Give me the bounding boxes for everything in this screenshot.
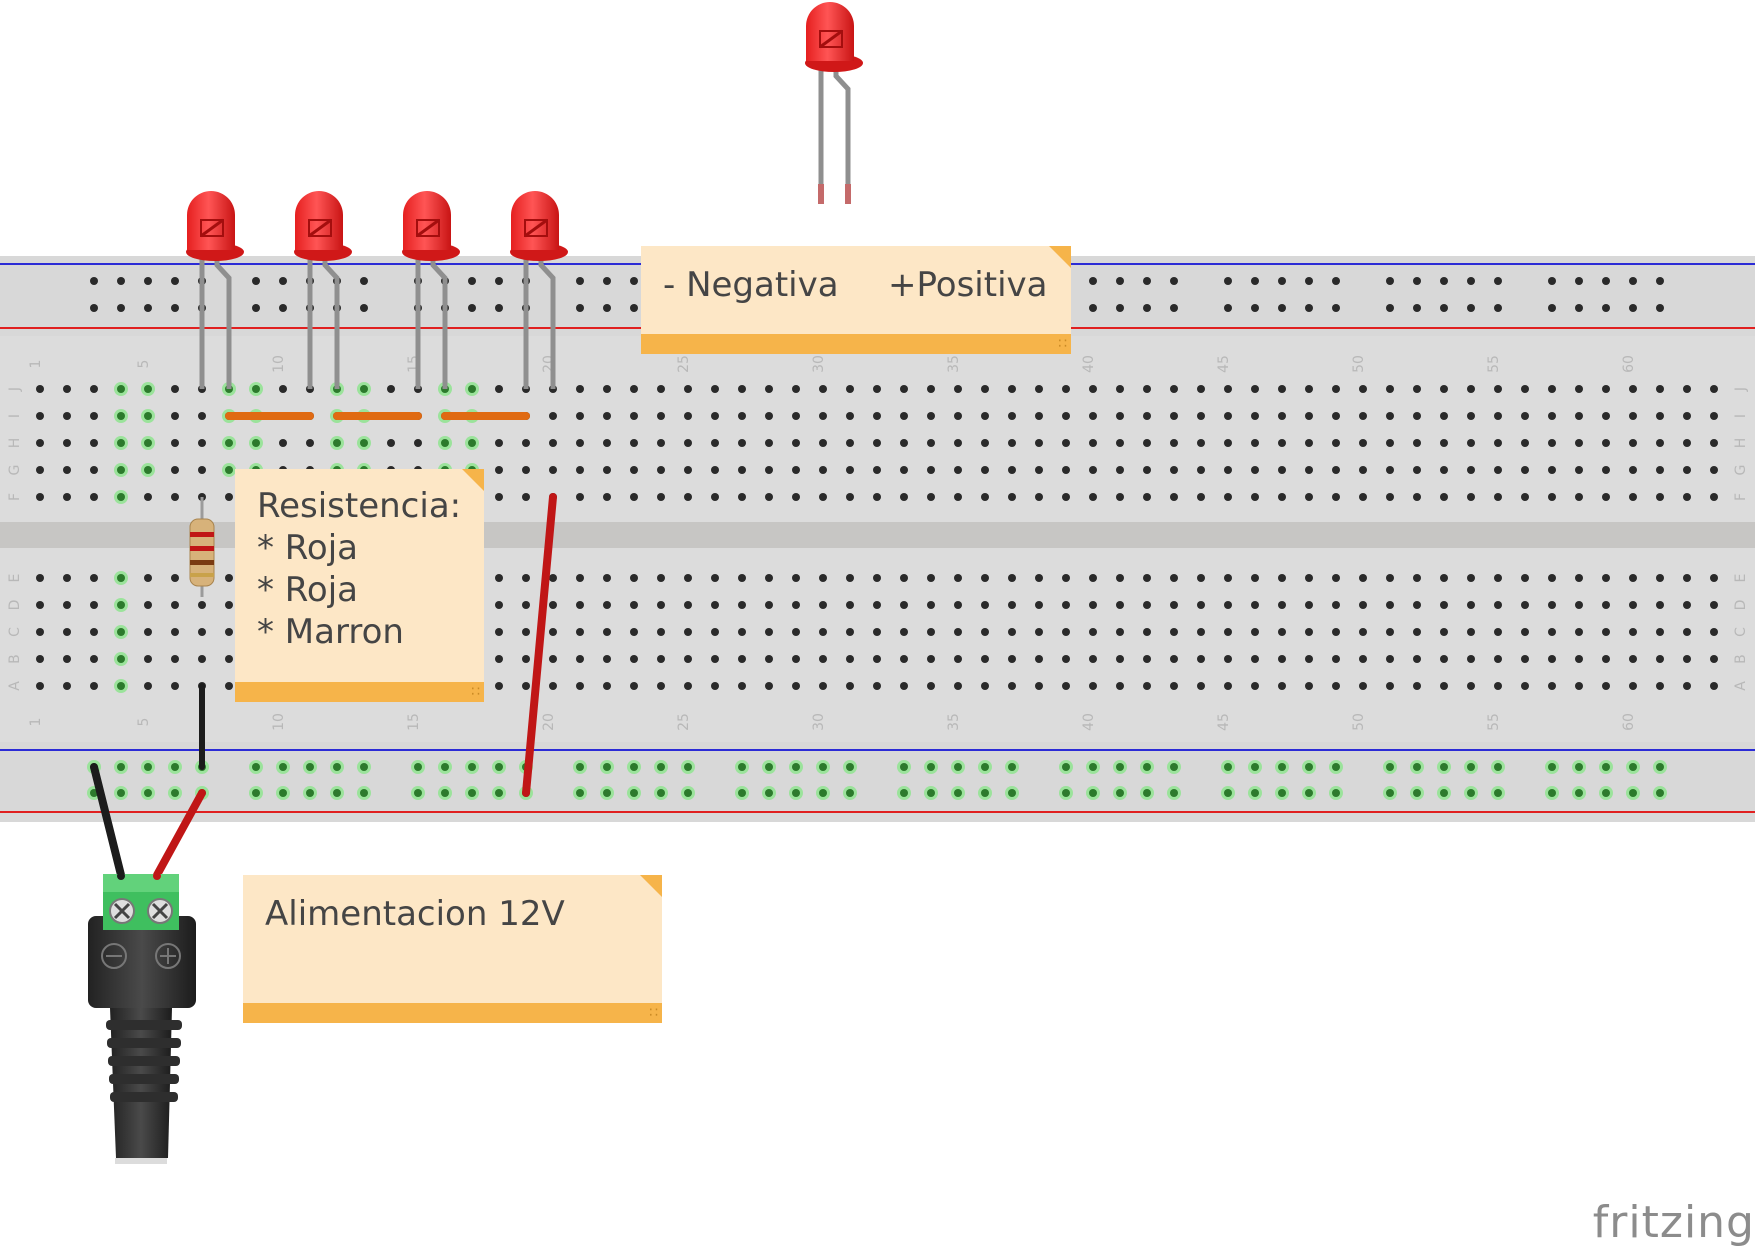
resistor-band-red-2 [190,546,214,551]
leds [186,2,863,389]
row-letter: F [1733,493,1749,501]
power-note: Alimentacion 12V [243,875,662,1023]
note-footer [641,334,1071,354]
row-letter: B [1733,654,1749,664]
row-letter: F [7,493,23,501]
column-number: 40 [1081,355,1097,373]
power-label: Alimentacion 12V [265,894,565,934]
resistor-band-2: * Roja [257,570,358,610]
row-letter: G [1733,465,1749,476]
resistor-title: Resistencia: [257,486,462,526]
row-letter: C [7,627,23,637]
bottom-power-rail [0,742,1755,822]
resistor-note: Resistencia: * Roja * Roja * Marron [235,469,484,702]
led-2 [294,191,352,389]
row-letter: A [1733,681,1749,691]
negative-label: - Negativa [663,265,839,305]
column-number: 35 [946,355,962,373]
resistor-band-red-1 [190,532,214,537]
row-letter: D [7,600,23,611]
minus-icon [101,943,127,969]
column-number: 45 [1216,355,1232,373]
red-jumper-wire [522,493,557,797]
column-number: 1 [28,360,44,369]
led-4 [510,191,568,389]
row-letter: A [7,681,23,691]
note-footer [235,682,484,702]
resistor-band-brown [190,560,214,565]
column-number: 60 [1621,713,1637,731]
row-letter: H [1733,438,1749,449]
note-footer [243,1003,662,1023]
fritzing-logo: fritzing [1592,1197,1755,1248]
row-letter: E [1733,574,1749,583]
row-letter: B [7,654,23,664]
column-number: 35 [946,713,962,731]
polarity-note: - Negativa +Positiva [641,246,1071,354]
column-number: 10 [271,713,287,731]
row-letter: J [1733,387,1749,392]
row-letter: J [7,387,23,392]
column-number: 60 [1621,355,1637,373]
resistor [189,497,215,597]
led-reference [805,2,863,204]
power-wire-positive [153,789,206,879]
power-jack-ridges [106,1020,182,1102]
column-number: 45 [1216,713,1232,731]
column-number: 25 [676,713,692,731]
resistor-band-1: * Roja [257,528,358,568]
power-jack [88,872,196,1164]
column-number: 30 [811,355,827,373]
row-letter: H [7,438,23,449]
resistor-band-3: * Marron [257,612,404,652]
column-number: 5 [136,718,152,727]
column-number: 40 [1081,713,1097,731]
column-number: 5 [136,360,152,369]
plus-icon [155,943,181,969]
positive-label: +Positiva [888,265,1048,305]
column-number: 20 [541,713,557,731]
column-number: 10 [271,355,287,373]
power-wire-negative [90,763,125,879]
row-letter: I [7,414,23,418]
led-3 [402,191,460,389]
column-number: 25 [676,355,692,373]
power-jack-tip [115,1158,167,1164]
column-number: 50 [1351,355,1367,373]
row-letter: C [1733,627,1749,637]
column-number: 55 [1486,355,1502,373]
row-letter: E [7,574,23,583]
power-jack-body [88,916,196,1008]
column-number: 55 [1486,713,1502,731]
row-letter: I [1733,414,1749,418]
column-number: 30 [811,713,827,731]
column-number: 50 [1351,713,1367,731]
led-1 [186,191,244,389]
column-number: 1 [28,718,44,727]
row-letter: G [7,465,23,476]
column-number: 15 [406,713,422,731]
row-letter: D [1733,600,1749,611]
resistor-band-gold [190,573,214,577]
